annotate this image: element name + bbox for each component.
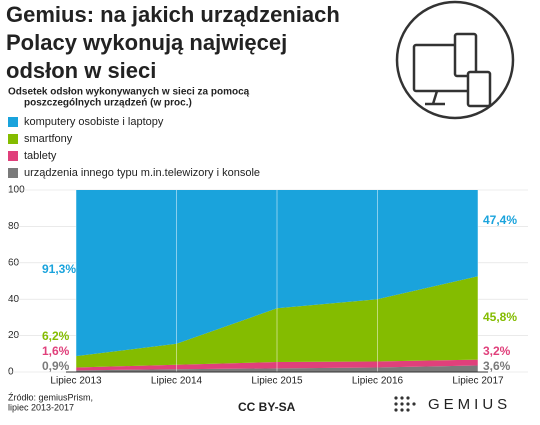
source: lipiec 2013-2017 — [8, 402, 74, 412]
x-tick-label: Lipiec 2015 — [251, 376, 303, 387]
data-label: 1,6% — [42, 344, 70, 358]
data-label: 3,6% — [483, 359, 511, 373]
x-tick-label: Lipiec 2014 — [151, 376, 203, 387]
data-label: 6,2% — [42, 329, 70, 343]
x-tick-label: Lipiec 2013 — [50, 376, 102, 387]
data-label: 0,9% — [42, 359, 70, 373]
license: CC BY-SA — [238, 400, 296, 414]
legend-swatch — [8, 117, 18, 127]
legend-swatch — [8, 134, 18, 144]
legend-swatch — [8, 168, 18, 178]
subtitle: poszczególnych urządzeń (w proc.) — [24, 98, 192, 109]
data-label: 47,4% — [483, 213, 517, 227]
data-label: 3,2% — [483, 344, 511, 358]
legend-label: smartfony — [24, 133, 73, 145]
x-tick-label: Lipiec 2016 — [352, 376, 404, 387]
x-tick-label: Lipiec 2017 — [452, 376, 504, 387]
chart-title: Polacy wykonują najwięcej — [6, 30, 287, 55]
data-label: 45,8% — [483, 310, 517, 324]
chart-title: Gemius: na jakich urządzeniach — [6, 2, 340, 27]
source: Źródło: gemiusPrism, — [8, 392, 93, 402]
legend-label: tablety — [24, 150, 57, 162]
device-icon — [395, 0, 515, 120]
legend-label: urządzenia innego typu m.in.telewizory i… — [24, 167, 260, 179]
data-label: 91,3% — [42, 262, 76, 276]
subtitle: Odsetek odsłon wykonywanych w sieci za p… — [8, 87, 250, 98]
legend-swatch — [8, 151, 18, 161]
brand-dots — [394, 396, 416, 412]
legend-label: komputery osobiste i laptopy — [24, 116, 164, 128]
brand: GEMIUS — [428, 396, 511, 413]
chart-title: odsłon w sieci — [6, 58, 156, 83]
